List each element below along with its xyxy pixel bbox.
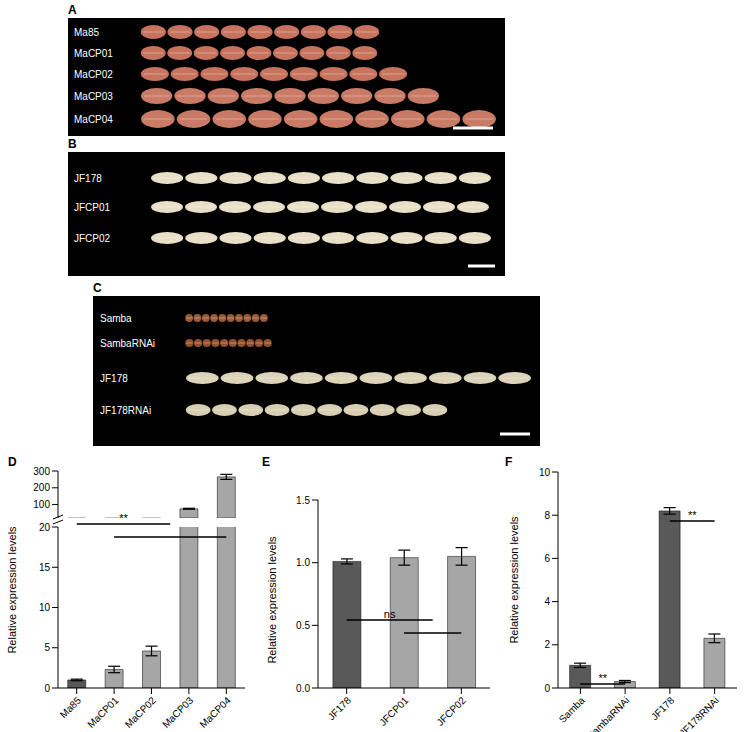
svg-text:MaCP04: MaCP04 [197,694,233,730]
svg-text:0: 0 [44,683,50,694]
svg-text:1.0: 1.0 [296,557,310,568]
svg-text:Samba: Samba [100,313,132,324]
svg-text:SambaRNAi: SambaRNAi [585,695,632,732]
svg-text:MaCP03: MaCP03 [160,694,196,730]
svg-text:**: ** [688,509,697,521]
svg-text:D: D [8,455,17,469]
svg-text:JF178: JF178 [100,373,128,384]
svg-text:5: 5 [44,642,50,653]
svg-text:JFCP01: JFCP01 [74,202,111,213]
svg-text:MaCP01: MaCP01 [85,694,121,730]
svg-text:2: 2 [544,639,550,650]
svg-text:10: 10 [39,602,51,613]
svg-text:6: 6 [544,553,550,564]
svg-text:15: 15 [39,562,51,573]
svg-text:1.5: 1.5 [296,495,310,506]
svg-text:10: 10 [539,467,551,478]
svg-text:SambaRNAi: SambaRNAi [100,338,155,349]
svg-text:B: B [68,137,77,151]
svg-text:JF178: JF178 [649,694,677,722]
svg-text:MaCP01: MaCP01 [74,48,113,59]
svg-text:300: 300 [33,466,50,477]
svg-text:JF178RNAi: JF178RNAi [677,695,721,732]
svg-text:MaCP03: MaCP03 [74,91,113,102]
svg-text:0.5: 0.5 [296,620,310,631]
svg-text:JF178: JF178 [74,173,102,184]
svg-text:JFCP01: JFCP01 [377,694,411,728]
svg-text:8: 8 [544,510,550,521]
svg-text:E: E [262,455,270,469]
svg-text:0.0: 0.0 [296,683,310,694]
svg-text:F: F [505,455,512,469]
svg-text:**: ** [598,672,607,684]
svg-text:0: 0 [544,683,550,694]
svg-text:Ma85: Ma85 [58,694,84,720]
svg-text:100: 100 [33,499,50,510]
svg-text:JFCP02: JFCP02 [434,694,468,728]
svg-text:C: C [93,281,102,295]
svg-text:MaCP02: MaCP02 [123,694,159,730]
svg-text:200: 200 [33,482,50,493]
svg-text:MaCP04: MaCP04 [74,114,113,125]
svg-text:JF178RNAi: JF178RNAi [100,405,151,416]
svg-text:JF178: JF178 [326,694,354,722]
svg-text:Relative expression levels: Relative expression levels [508,516,520,644]
svg-text:ns: ns [384,608,396,620]
svg-text:Ma85: Ma85 [74,27,99,38]
svg-text:20: 20 [39,522,51,533]
svg-text:Relative expression levels: Relative expression levels [266,536,278,664]
svg-text:**: ** [119,512,128,524]
svg-text:Relative expression levels: Relative expression levels [8,526,18,654]
svg-text:A: A [68,3,77,17]
svg-text:4: 4 [544,596,550,607]
svg-text:MaCP02: MaCP02 [74,69,113,80]
svg-text:JFCP02: JFCP02 [74,233,111,244]
svg-text:Samba: Samba [557,694,587,724]
